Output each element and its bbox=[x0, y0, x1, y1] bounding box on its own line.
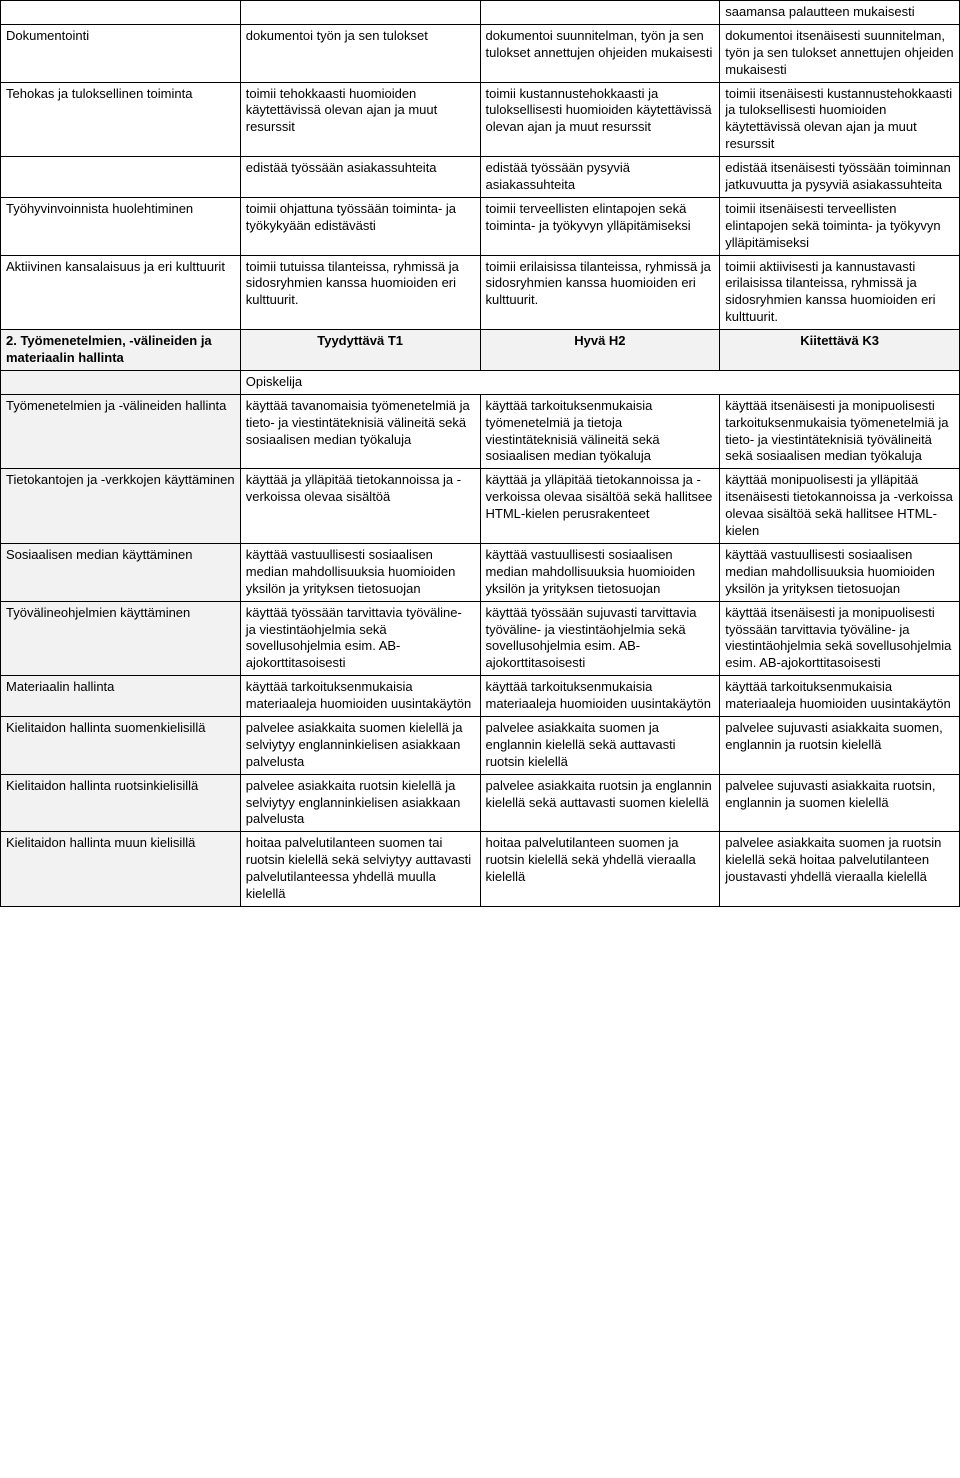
criteria-cell: palvelee asiakkaita ruotsin kielellä ja … bbox=[240, 774, 480, 832]
criteria-cell: hoitaa palvelutilanteen suomen tai ruots… bbox=[240, 832, 480, 907]
criteria-cell: hoitaa palvelutilanteen suomen ja ruotsi… bbox=[480, 832, 720, 907]
criteria-cell: toimii terveellisten elintapojen sekä to… bbox=[480, 197, 720, 255]
criteria-cell: toimii erilaisissa tilanteissa, ryhmissä… bbox=[480, 255, 720, 330]
criteria-cell: edistää työssään pysyviä asiakassuhteita bbox=[480, 157, 720, 198]
table-row: Tehokas ja tuloksellinen toimintatoimii … bbox=[1, 82, 960, 157]
table-row: 2. Työmenetelmien, -välineiden ja materi… bbox=[1, 330, 960, 371]
assessment-table: saamansa palautteen mukaisestiDokumentoi… bbox=[0, 0, 960, 907]
row-label: Kielitaidon hallinta ruotsinkielisillä bbox=[1, 774, 241, 832]
criteria-cell: saamansa palautteen mukaisesti bbox=[720, 1, 960, 25]
criteria-cell: käyttää vastuullisesti sosiaalisen media… bbox=[480, 543, 720, 601]
row-label: Materiaalin hallinta bbox=[1, 676, 241, 717]
criteria-cell: dokumentoi työn ja sen tulokset bbox=[240, 24, 480, 82]
criteria-cell: käyttää ja ylläpitää tietokannoissa ja -… bbox=[480, 469, 720, 544]
row-label: Kielitaidon hallinta muun kielisillä bbox=[1, 832, 241, 907]
criteria-cell: edistää työssään asiakassuhteita bbox=[240, 157, 480, 198]
table-row: Dokumentointidokumentoi työn ja sen tulo… bbox=[1, 24, 960, 82]
criteria-cell: käyttää työssään sujuvasti tarvittavia t… bbox=[480, 601, 720, 676]
criteria-cell: dokumentoi suunnitelman, työn ja sen tul… bbox=[480, 24, 720, 82]
row-label: Sosiaalisen median käyttäminen bbox=[1, 543, 241, 601]
criteria-cell: Hyvä H2 bbox=[480, 330, 720, 371]
row-label: Aktiivinen kansalaisuus ja eri kulttuuri… bbox=[1, 255, 241, 330]
row-label bbox=[1, 157, 241, 198]
criteria-cell: toimii itsenäisesti terveellisten elinta… bbox=[720, 197, 960, 255]
criteria-cell: palvelee sujuvasti asiakkaita suomen, en… bbox=[720, 716, 960, 774]
criteria-cell: käyttää tarkoituksenmukaisia materiaalej… bbox=[480, 676, 720, 717]
table-row: Sosiaalisen median käyttäminenkäyttää va… bbox=[1, 543, 960, 601]
criteria-cell: palvelee asiakkaita suomen ja ruotsin ki… bbox=[720, 832, 960, 907]
table-row: Työhyvinvoinnista huolehtiminentoimii oh… bbox=[1, 197, 960, 255]
criteria-cell: toimii tutuissa tilanteissa, ryhmissä ja… bbox=[240, 255, 480, 330]
criteria-cell: käyttää monipuolisesti ja ylläpitää itse… bbox=[720, 469, 960, 544]
criteria-cell: käyttää vastuullisesti sosiaalisen media… bbox=[720, 543, 960, 601]
row-label: Kielitaidon hallinta suomenkielisillä bbox=[1, 716, 241, 774]
criteria-cell: dokumentoi itsenäisesti suunnitelman, ty… bbox=[720, 24, 960, 82]
criteria-cell: käyttää itsenäisesti ja monipuolisesti t… bbox=[720, 601, 960, 676]
row-label: Dokumentointi bbox=[1, 24, 241, 82]
criteria-cell: toimii itsenäisesti kustannustehokkaasti… bbox=[720, 82, 960, 157]
criteria-cell: käyttää itsenäisesti ja monipuolisesti t… bbox=[720, 394, 960, 469]
criteria-cell: Tyydyttävä T1 bbox=[240, 330, 480, 371]
criteria-cell: käyttää tavanomaisia työmenetelmiä ja ti… bbox=[240, 394, 480, 469]
criteria-cell: käyttää tarkoituksenmukaisia materiaalej… bbox=[720, 676, 960, 717]
criteria-cell: toimii kustannustehokkaasti ja tuloksell… bbox=[480, 82, 720, 157]
criteria-cell: käyttää ja ylläpitää tietokannoissa ja -… bbox=[240, 469, 480, 544]
table-row: Kielitaidon hallinta suomenkielisilläpal… bbox=[1, 716, 960, 774]
row-label: Työhyvinvoinnista huolehtiminen bbox=[1, 197, 241, 255]
table-row: Opiskelija bbox=[1, 370, 960, 394]
criteria-cell bbox=[480, 1, 720, 25]
criteria-cell: käyttää vastuullisesti sosiaalisen media… bbox=[240, 543, 480, 601]
criteria-cell: toimii ohjattuna työssään toiminta- ja t… bbox=[240, 197, 480, 255]
criteria-cell: Kiitettävä K3 bbox=[720, 330, 960, 371]
opiskelija-cell: Opiskelija bbox=[240, 370, 959, 394]
criteria-cell: edistää itsenäisesti työssään toiminnan … bbox=[720, 157, 960, 198]
row-label: Työvälineohjelmien käyttäminen bbox=[1, 601, 241, 676]
table-row: Kielitaidon hallinta muun kielisillähoit… bbox=[1, 832, 960, 907]
table-row: saamansa palautteen mukaisesti bbox=[1, 1, 960, 25]
table-row: edistää työssään asiakassuhteitaedistää … bbox=[1, 157, 960, 198]
criteria-cell: käyttää työssään tarvittavia työväline- … bbox=[240, 601, 480, 676]
row-label: Työmenetelmien ja -välineiden hallinta bbox=[1, 394, 241, 469]
row-label: 2. Työmenetelmien, -välineiden ja materi… bbox=[1, 330, 241, 371]
row-label: Tietokantojen ja -verkkojen käyttäminen bbox=[1, 469, 241, 544]
criteria-cell: toimii tehokkaasti huomioiden käytettävi… bbox=[240, 82, 480, 157]
criteria-cell: toimii aktiivisesti ja kannustavasti eri… bbox=[720, 255, 960, 330]
criteria-cell: palvelee asiakkaita suomen kielellä ja s… bbox=[240, 716, 480, 774]
criteria-cell: käyttää tarkoituksenmukaisia materiaalej… bbox=[240, 676, 480, 717]
table-row: Materiaalin hallintakäyttää tarkoituksen… bbox=[1, 676, 960, 717]
row-label: Tehokas ja tuloksellinen toiminta bbox=[1, 82, 241, 157]
table-row: Työmenetelmien ja -välineiden hallintakä… bbox=[1, 394, 960, 469]
table-row: Kielitaidon hallinta ruotsinkielisilläpa… bbox=[1, 774, 960, 832]
criteria-cell: palvelee asiakkaita suomen ja englannin … bbox=[480, 716, 720, 774]
table-row: Tietokantojen ja -verkkojen käyttäminenk… bbox=[1, 469, 960, 544]
row-label bbox=[1, 370, 241, 394]
row-label bbox=[1, 1, 241, 25]
criteria-cell bbox=[240, 1, 480, 25]
table-row: Aktiivinen kansalaisuus ja eri kulttuuri… bbox=[1, 255, 960, 330]
table-row: Työvälineohjelmien käyttäminenkäyttää ty… bbox=[1, 601, 960, 676]
criteria-cell: käyttää tarkoituksenmukaisia työmenetelm… bbox=[480, 394, 720, 469]
criteria-cell: palvelee sujuvasti asiakkaita ruotsin, e… bbox=[720, 774, 960, 832]
criteria-cell: palvelee asiakkaita ruotsin ja englannin… bbox=[480, 774, 720, 832]
